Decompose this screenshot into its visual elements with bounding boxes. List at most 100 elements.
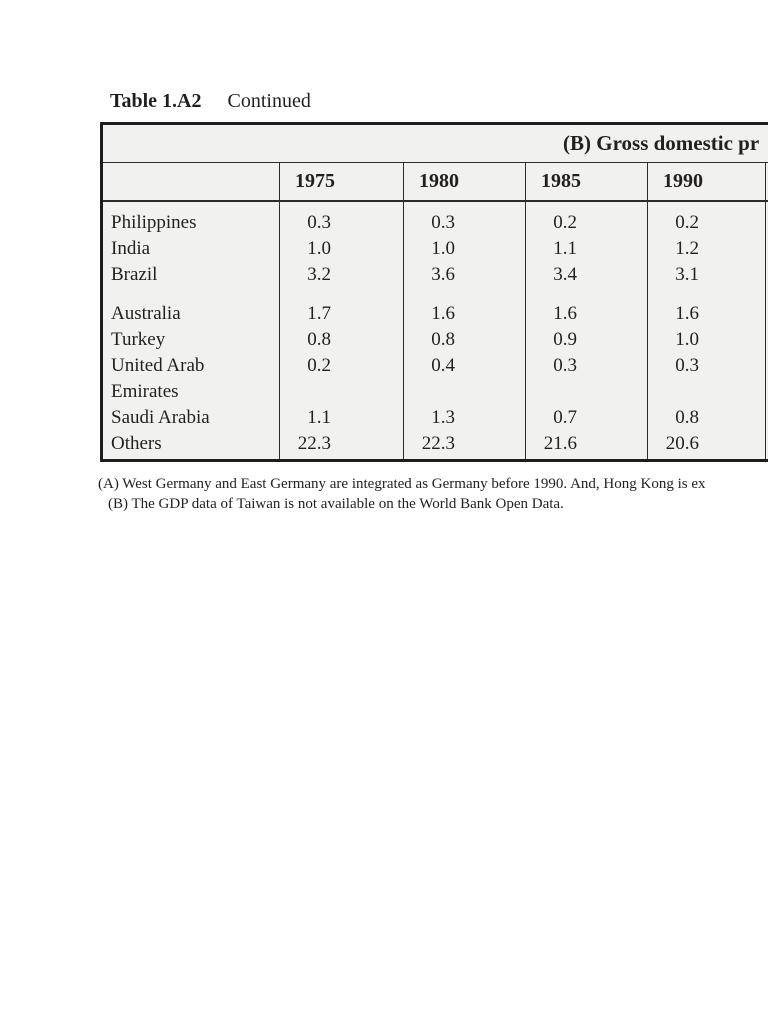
table-caption: Table 1.A2 Continued	[110, 91, 311, 111]
cell-value: 20.6	[647, 431, 765, 457]
cell-value: 22.3	[403, 431, 525, 457]
clipped-column	[765, 202, 768, 210]
row-label: Philippines	[111, 212, 197, 233]
cell-value: 1.3	[403, 405, 525, 431]
cell-value: 1.7	[279, 301, 403, 327]
clipped-column	[765, 301, 768, 327]
table-row: Australia 1.7 1.6 1.6 1.6	[103, 301, 768, 327]
clipped-column	[765, 288, 768, 301]
cell-value	[279, 202, 403, 210]
row-label: Others	[111, 433, 162, 454]
cell-value: 1.2	[647, 236, 765, 262]
table-row: Turkey 0.8 0.8 0.9 1.0	[103, 327, 768, 353]
cell-value	[403, 288, 525, 301]
table-caption-number: Table 1.A2	[110, 90, 202, 112]
cell-value: 22.3	[279, 431, 403, 457]
row-label	[103, 288, 279, 301]
cell-value: 0.2	[525, 210, 647, 236]
clipped-column	[765, 210, 768, 236]
cell-value: 1.6	[647, 301, 765, 327]
table-body: Philippines 0.3 0.3 0.2 0.2 India 1.0 1.0 1.1 1.2…	[103, 202, 768, 459]
cell-value: 1.0	[279, 236, 403, 262]
cell-value: 3.2	[279, 262, 403, 288]
cell-value: 21.6	[525, 431, 647, 457]
spacer-row	[103, 202, 768, 210]
cell-value: 0.3	[647, 353, 765, 379]
clipped-column	[765, 262, 768, 288]
row-label: Turkey	[111, 329, 166, 350]
panel-header-band: (B) Gross domestic pr	[103, 125, 768, 163]
clipped-column	[765, 405, 768, 431]
cell-value: 1.0	[647, 327, 765, 353]
footnotes: (A) West Germany and East Germany are in…	[98, 474, 706, 514]
clipped-column	[765, 236, 768, 262]
table-row: United Arab 0.2 0.4 0.3 0.3	[103, 353, 768, 379]
cell-value	[525, 202, 647, 210]
cell-value	[647, 457, 765, 459]
cell-value	[525, 457, 647, 459]
row-label: India	[111, 238, 151, 259]
table-row: India 1.0 1.0 1.1 1.2	[103, 236, 768, 262]
cell-value	[525, 288, 647, 301]
column-header-row: 1975 1980 1985 1990	[103, 163, 768, 202]
spacer-row	[103, 457, 768, 459]
cell-value: 3.4	[525, 262, 647, 288]
cell-value: 0.8	[647, 405, 765, 431]
cell-value: 0.7	[525, 405, 647, 431]
cell-value: 3.6	[403, 262, 525, 288]
cell-value	[279, 288, 403, 301]
cell-value: 1.1	[525, 236, 647, 262]
cell-value	[647, 379, 765, 405]
cell-value	[403, 457, 525, 459]
table-region: (B) Gross domestic pr 1975 1980 1985 1990 P…	[100, 122, 768, 462]
row-label: Brazil	[111, 264, 158, 285]
cell-value: 0.9	[525, 327, 647, 353]
year-header: 1990	[647, 163, 765, 200]
cell-value: 0.2	[279, 353, 403, 379]
cell-value: 0.2	[647, 210, 765, 236]
cell-value	[403, 379, 525, 405]
cell-value: 0.8	[279, 327, 403, 353]
row-label	[103, 457, 279, 459]
cell-value: 0.3	[403, 210, 525, 236]
cell-value: 0.8	[403, 327, 525, 353]
clipped-column	[765, 379, 768, 405]
cell-value	[403, 202, 525, 210]
table-row: Philippines 0.3 0.3 0.2 0.2	[103, 210, 768, 236]
clipped-column	[765, 163, 768, 200]
spacer-row	[103, 288, 768, 301]
panel-header-label: (B) Gross domestic pr	[563, 131, 760, 155]
table-caption-continued: Continued	[227, 90, 311, 112]
cell-value	[525, 379, 647, 405]
clipped-column	[765, 327, 768, 353]
cell-value: 1.6	[525, 301, 647, 327]
cell-value: 1.6	[403, 301, 525, 327]
year-header: 1980	[403, 163, 525, 200]
year-header: 1975	[279, 163, 403, 200]
table-row: Brazil 3.2 3.6 3.4 3.1	[103, 262, 768, 288]
cell-value	[647, 202, 765, 210]
cell-value: 3.1	[647, 262, 765, 288]
gdp-table: (B) Gross domestic pr 1975 1980 1985 1990 P…	[100, 122, 768, 462]
cell-value: 0.3	[279, 210, 403, 236]
clipped-column	[765, 457, 768, 459]
cell-value	[279, 457, 403, 459]
footnote-b: (B) The GDP data of Taiwan is not availa…	[108, 496, 564, 512]
footnote-a: (A) West Germany and East Germany are in…	[98, 476, 706, 492]
table-row: Saudi Arabia 1.1 1.3 0.7 0.8	[103, 405, 768, 431]
clipped-column	[765, 353, 768, 379]
year-header: 1985	[525, 163, 647, 200]
cell-value	[647, 288, 765, 301]
row-label: Australia	[111, 303, 181, 324]
cell-value: 0.4	[403, 353, 525, 379]
clipped-column	[765, 431, 768, 457]
row-label	[103, 202, 279, 210]
row-label-header	[103, 163, 279, 200]
cell-value: 1.1	[279, 405, 403, 431]
cell-value: 1.0	[403, 236, 525, 262]
row-label: United Arab	[111, 355, 205, 376]
cell-value: 0.3	[525, 353, 647, 379]
table-row: Emirates	[103, 379, 768, 405]
cell-value	[279, 379, 403, 405]
